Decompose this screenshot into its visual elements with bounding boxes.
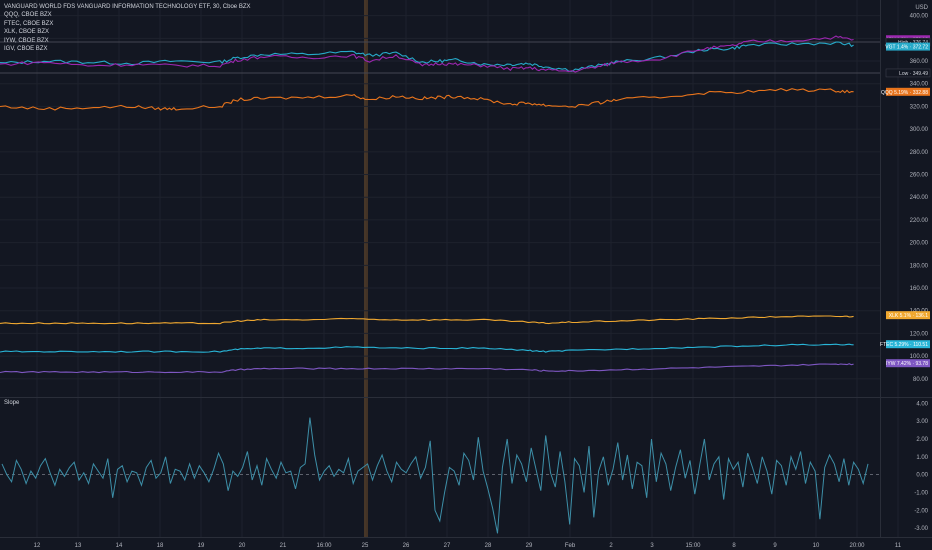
x-tick-label: 13 <box>75 543 82 549</box>
x-tick-label: 25 <box>362 543 369 549</box>
y-tick-label: 400.00 <box>910 14 929 20</box>
y-tick-label: 120.00 <box>910 331 929 337</box>
x-tick-label: 16:00 <box>316 543 332 549</box>
legend-item-ftec[interactable]: FTEC, CBOE BZX <box>4 20 54 27</box>
y-tick-label: 300.00 <box>910 127 929 133</box>
slope-tick-label: -1.00 <box>914 490 928 496</box>
x-tick-label: 14 <box>116 543 123 549</box>
y-tick-label: 340.00 <box>910 82 929 88</box>
x-tick-label: 18 <box>157 543 164 549</box>
x-tick-label: 21 <box>280 543 287 549</box>
x-tick-label: 2 <box>609 543 613 549</box>
session-highlight <box>364 0 368 537</box>
slope-tick-label: 3.00 <box>916 419 928 425</box>
x-tick-label: 19 <box>198 543 205 549</box>
price-label-box <box>886 311 930 320</box>
y-tick-label: 240.00 <box>910 195 929 201</box>
y-tick-label: 160.00 <box>910 286 929 292</box>
series-line-igv <box>0 35 854 73</box>
y-tick-label: 320.00 <box>910 104 929 110</box>
price-label: IYW 7.42% · 93.78 <box>886 361 928 367</box>
slope-tick-label: 1.00 <box>916 455 928 461</box>
slope-tick-label: 2.00 <box>916 437 928 443</box>
y-axis-unit: USD <box>915 5 928 11</box>
slope-tick-label: 0.00 <box>916 473 928 479</box>
price-label: XLK 5.1% · 136.1 <box>889 313 928 319</box>
x-tick-label: 27 <box>444 543 451 549</box>
slope-tick-label: 4.00 <box>916 401 928 407</box>
price-label: VGT 1.4% · 372.72 <box>885 45 928 51</box>
x-tick-label: 8 <box>732 543 736 549</box>
chart-legend: VANGUARD WORLD FDS VANGUARD INFORMATION … <box>4 3 250 53</box>
x-tick-label: 20 <box>239 543 246 549</box>
slope-tick-label: -2.00 <box>914 508 928 514</box>
series-line-xlk <box>0 315 854 325</box>
x-tick-label: 10 <box>813 543 820 549</box>
x-tick-label: 15:00 <box>685 543 701 549</box>
y-tick-label: 180.00 <box>910 263 929 269</box>
y-tick-label: 280.00 <box>910 150 929 156</box>
x-tick-label: 12 <box>34 543 41 549</box>
x-tick-label: 9 <box>773 543 777 549</box>
legend-item-iyw[interactable]: IYW, CBOE BZX <box>4 37 49 44</box>
slope-tick-label: -3.00 <box>914 526 928 532</box>
y-tick-label: 100.00 <box>910 354 929 360</box>
x-tick-label: 20:00 <box>849 543 865 549</box>
price-label-box <box>886 87 930 96</box>
y-tick-label: 200.00 <box>910 241 929 247</box>
x-tick-label: 11 <box>895 543 902 549</box>
price-label-box <box>886 42 930 51</box>
series-line-iyw <box>0 363 854 374</box>
price-label-box <box>885 68 931 78</box>
y-tick-label: 260.00 <box>910 173 929 179</box>
x-tick-label: 26 <box>403 543 410 549</box>
x-tick-label: 29 <box>526 543 533 549</box>
indicator-label: Slope <box>4 400 20 406</box>
x-tick-label: 28 <box>485 543 492 549</box>
y-tick-label: 220.00 <box>910 218 929 224</box>
price-label: QQQ 5.19% · 332.88 <box>881 90 928 96</box>
series-line-qqq <box>0 88 854 111</box>
x-tick-label: 3 <box>650 543 654 549</box>
y-tick-label: 360.00 <box>910 59 929 65</box>
series-line-ftec <box>0 343 854 353</box>
legend-item-xlk[interactable]: XLK, CBOE BZX <box>4 29 50 36</box>
legend-item-igv[interactable]: IGV, CBOE BZX <box>4 46 48 53</box>
x-tick-label: Feb <box>565 543 576 549</box>
legend-item-qqq[interactable]: QQQ, CBOE BZX <box>4 12 52 19</box>
price-label: FTEC 5.29% · 110.51 <box>880 342 928 348</box>
price-label-box <box>886 340 930 349</box>
price-label: Low · 349.49 <box>899 71 928 77</box>
series-line-vgt <box>0 41 854 72</box>
price-label-box <box>886 359 930 368</box>
y-tick-label: 80.00 <box>913 377 929 383</box>
legend-title: VANGUARD WORLD FDS VANGUARD INFORMATION … <box>4 4 251 10</box>
slope-line <box>1 417 869 534</box>
